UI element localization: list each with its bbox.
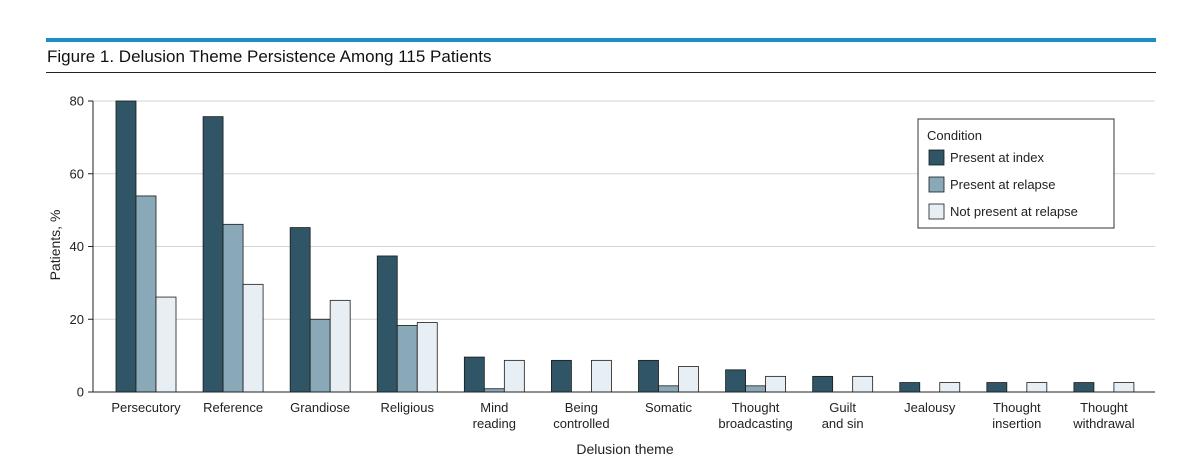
bar xyxy=(812,375,834,393)
legend-frame xyxy=(917,118,1115,229)
figure-title: Figure 1. Delusion Theme Persistence Amo… xyxy=(47,47,492,66)
legend-label: Present at index xyxy=(950,150,1044,165)
x-tick-label: Religious xyxy=(381,400,435,415)
bar xyxy=(678,366,699,393)
x-tick-label: Thought broadcasting xyxy=(718,400,792,431)
x-axis-title: Delusion theme xyxy=(576,441,673,457)
x-tick-label: Grandiose xyxy=(290,400,350,415)
title-accent-bar xyxy=(46,38,1156,42)
x-tick-label: Being controlled xyxy=(553,400,609,431)
bar xyxy=(202,116,224,393)
x-tick-label: Persecutory xyxy=(111,400,181,415)
y-tick-label: 0 xyxy=(77,385,84,400)
bar xyxy=(1026,382,1048,393)
x-tick-label: Thought insertion xyxy=(992,400,1041,431)
bar xyxy=(745,385,766,393)
bar xyxy=(115,100,137,393)
x-tick-label: Guilt and sin xyxy=(822,400,864,431)
y-tick-label: 60 xyxy=(70,166,84,181)
bar xyxy=(939,382,961,393)
x-tick-label: Reference xyxy=(203,400,263,415)
legend-swatch xyxy=(928,203,945,220)
bar xyxy=(222,223,244,393)
bar xyxy=(289,227,311,393)
x-tick-label: Jealousy xyxy=(904,400,956,415)
y-tick-label: 20 xyxy=(70,312,84,327)
bar xyxy=(463,356,485,393)
legend-label: Present at relapse xyxy=(950,177,1056,192)
bar xyxy=(135,195,157,393)
bar xyxy=(503,359,525,393)
axes: 0 20 40 60 80 Persecutory Reference Grandiose Re… xyxy=(70,94,1155,431)
y-axis-title: Patients, % xyxy=(47,210,63,281)
bar xyxy=(765,375,786,393)
x-tick-label: Somatic xyxy=(645,400,692,415)
bar xyxy=(329,299,351,393)
bar xyxy=(309,318,331,393)
bar xyxy=(986,382,1008,393)
bar xyxy=(852,375,874,393)
bar xyxy=(396,325,418,393)
y-tick-label: 40 xyxy=(70,239,84,254)
bar xyxy=(551,359,572,393)
y-tick-label: 80 xyxy=(70,94,84,109)
legend-title: Condition xyxy=(927,128,982,143)
bar xyxy=(155,296,177,393)
bar xyxy=(1113,382,1135,393)
bar xyxy=(242,283,264,393)
bar xyxy=(376,255,398,393)
title-rule xyxy=(46,72,1156,73)
legend-swatch xyxy=(928,149,945,166)
bar xyxy=(591,359,612,393)
bar xyxy=(658,385,679,393)
x-tick-label: Mind reading xyxy=(473,400,516,431)
bar xyxy=(416,322,438,393)
bar xyxy=(638,359,659,393)
legend-swatch xyxy=(928,176,945,193)
bar xyxy=(725,369,746,393)
bar xyxy=(899,382,921,393)
bars xyxy=(115,100,1135,393)
legend: Condition Present at index Present at rel… xyxy=(917,118,1115,229)
x-tick-label: Thought withdrawal xyxy=(1072,400,1135,431)
legend-label: Not present at relapse xyxy=(950,204,1078,219)
bar xyxy=(1073,382,1095,393)
